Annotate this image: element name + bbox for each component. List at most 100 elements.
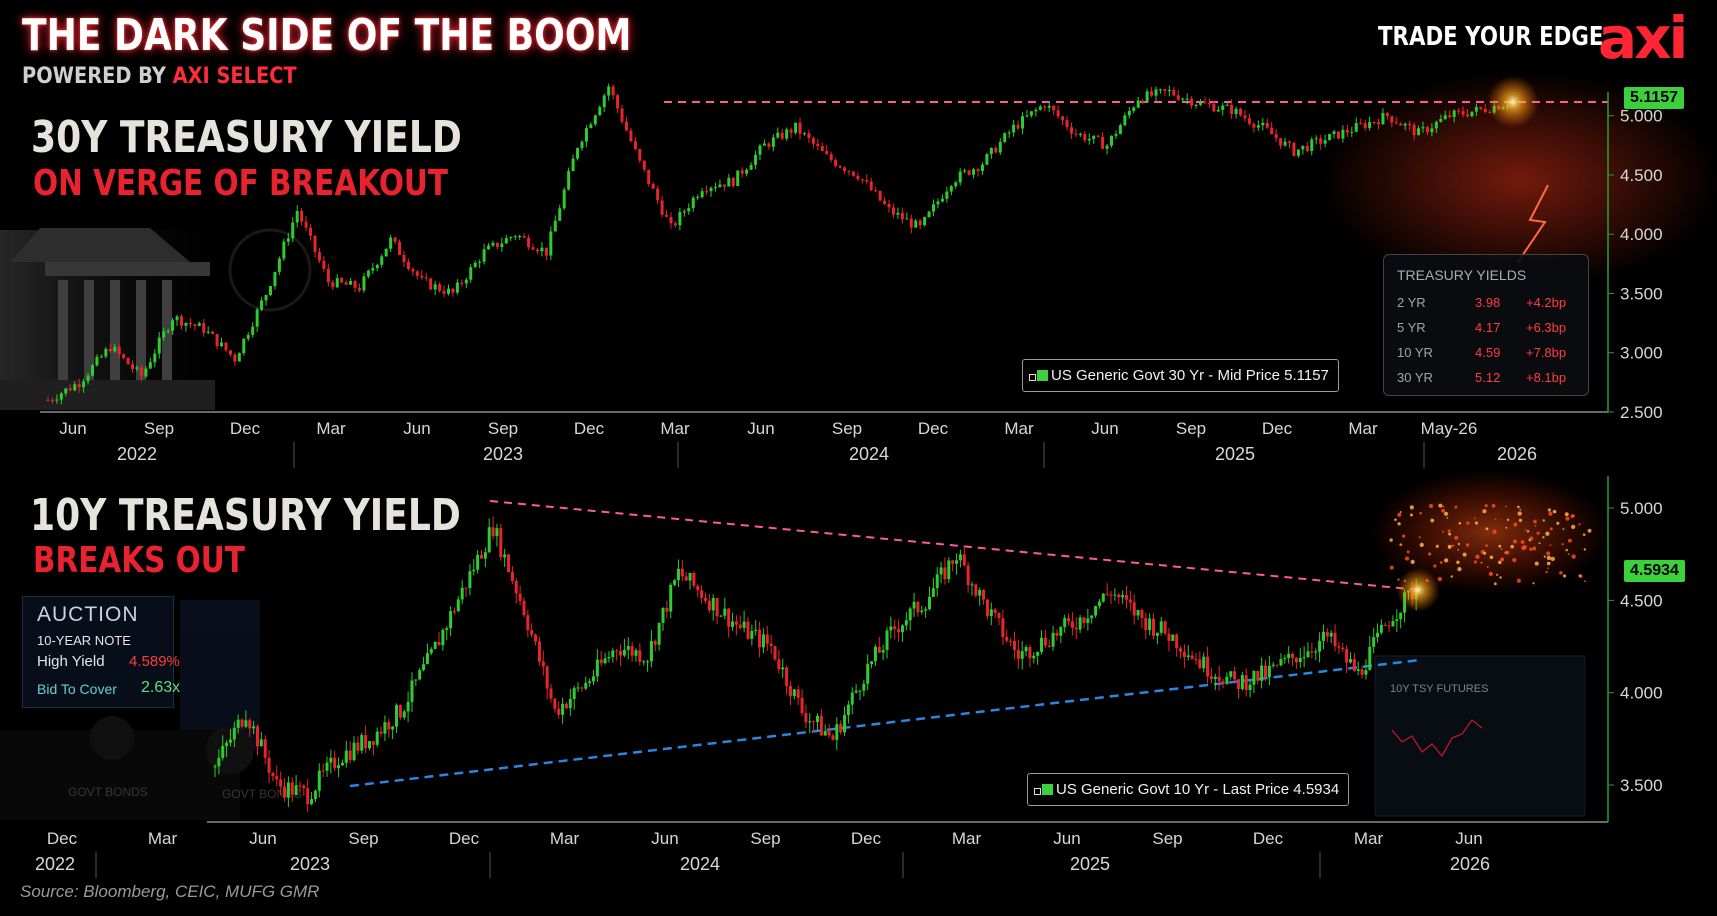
candle-up	[1155, 632, 1159, 636]
yield-change: +6.3bp	[1526, 320, 1567, 335]
candle-up	[584, 128, 588, 142]
x-tick-label: Dec	[851, 829, 882, 848]
legend-toggle-icon	[1034, 788, 1041, 795]
candle-up	[1296, 149, 1300, 156]
candle-up	[900, 625, 904, 633]
candle-down	[1043, 106, 1047, 108]
candle-up	[854, 690, 858, 693]
candle-up	[718, 184, 722, 188]
candle-up	[317, 770, 321, 791]
candle-down	[985, 599, 989, 617]
candle-up	[947, 560, 951, 580]
candle-up	[391, 726, 395, 730]
legend-label: US Generic Govt 30 Yr - Mid Price 5.1157	[1051, 367, 1329, 384]
candle-down	[777, 659, 781, 670]
candle-down	[651, 184, 655, 189]
candle-up	[881, 650, 885, 653]
candle-up	[157, 337, 161, 354]
candle-up	[626, 646, 630, 650]
candle-up	[843, 715, 847, 733]
candle-up	[731, 621, 735, 627]
candle-up	[958, 554, 962, 561]
tenor-label: 10 YR	[1397, 345, 1433, 360]
candle-up	[1439, 119, 1443, 122]
candle-down	[1292, 142, 1296, 156]
legend-swatch	[1037, 370, 1048, 381]
candle-down	[464, 587, 468, 589]
candle-down	[263, 739, 267, 758]
candle-up	[433, 641, 437, 649]
candle-down	[1203, 102, 1207, 104]
candle-up	[576, 687, 580, 689]
year-label: 2025	[1070, 854, 1110, 874]
x-tick-label: Sep	[750, 829, 780, 848]
candle-down	[348, 750, 352, 761]
candle-up	[1145, 91, 1149, 103]
candle-up	[661, 607, 665, 623]
candle-down	[193, 324, 197, 326]
candle-up	[1087, 138, 1091, 141]
candle-up	[1256, 125, 1260, 128]
candle-up	[846, 704, 850, 716]
candle-down	[616, 95, 620, 109]
candle-down	[495, 242, 499, 248]
candle-down	[1305, 145, 1309, 152]
candle-down	[1275, 664, 1279, 666]
candle-up	[1216, 109, 1220, 112]
candle-down	[518, 593, 522, 601]
candle-down	[765, 634, 769, 644]
candle-up	[362, 276, 366, 291]
candle-down	[746, 621, 750, 639]
candle-up	[1332, 131, 1336, 134]
candle-down	[869, 181, 873, 191]
tagline: TRADE YOUR EDGE	[1378, 22, 1604, 52]
candle-up	[59, 393, 63, 400]
candle-up	[642, 661, 646, 663]
candle-up	[823, 731, 827, 736]
x-tick-label: Mar	[316, 419, 346, 438]
candle-down	[1319, 138, 1323, 144]
yield-change: +7.8bp	[1526, 345, 1567, 360]
candle-down	[692, 572, 696, 586]
candle-up	[591, 676, 595, 682]
yield-change: +4.2bp	[1526, 295, 1567, 310]
candle-down	[807, 133, 811, 139]
candle-down	[398, 705, 402, 718]
candle-up	[736, 170, 740, 187]
candle-down	[1217, 676, 1221, 682]
candle-up	[273, 271, 277, 287]
candle-up	[750, 630, 754, 639]
candle-up	[366, 270, 370, 277]
candle-up	[418, 670, 422, 680]
candle-up	[175, 316, 179, 321]
page-title: THE DARK SIDE OF THE BOOM	[22, 10, 632, 61]
candle-up	[503, 554, 507, 558]
candle-down	[893, 626, 897, 629]
candle-down	[856, 175, 860, 180]
candle-up	[171, 320, 175, 331]
candle-up	[754, 629, 758, 631]
candle-down	[331, 282, 335, 288]
candle-down	[633, 141, 637, 150]
candle-down	[1163, 621, 1167, 634]
candle-down	[962, 554, 966, 566]
candle-up	[972, 169, 976, 175]
candle-down	[974, 584, 978, 596]
candle-up	[540, 247, 544, 252]
candle-up	[99, 356, 103, 358]
candle-up	[244, 720, 248, 727]
candle-down	[387, 722, 391, 730]
candle-down	[812, 721, 816, 723]
top-chart-legend: US Generic Govt 30 Yr - Mid Price 5.1157	[1022, 359, 1339, 392]
candle-down	[499, 528, 503, 558]
candle-up	[1302, 657, 1306, 659]
candle-down	[1083, 133, 1087, 141]
candle-down	[1264, 665, 1268, 678]
candle-up	[406, 701, 410, 712]
candle-up	[1452, 110, 1456, 117]
x-tick-label: Dec	[918, 419, 949, 438]
candle-down	[1207, 103, 1211, 105]
candle-down	[1167, 633, 1171, 641]
bottom-panel-subheading: BREAKS OUT	[33, 540, 245, 581]
candle-up	[371, 268, 375, 271]
